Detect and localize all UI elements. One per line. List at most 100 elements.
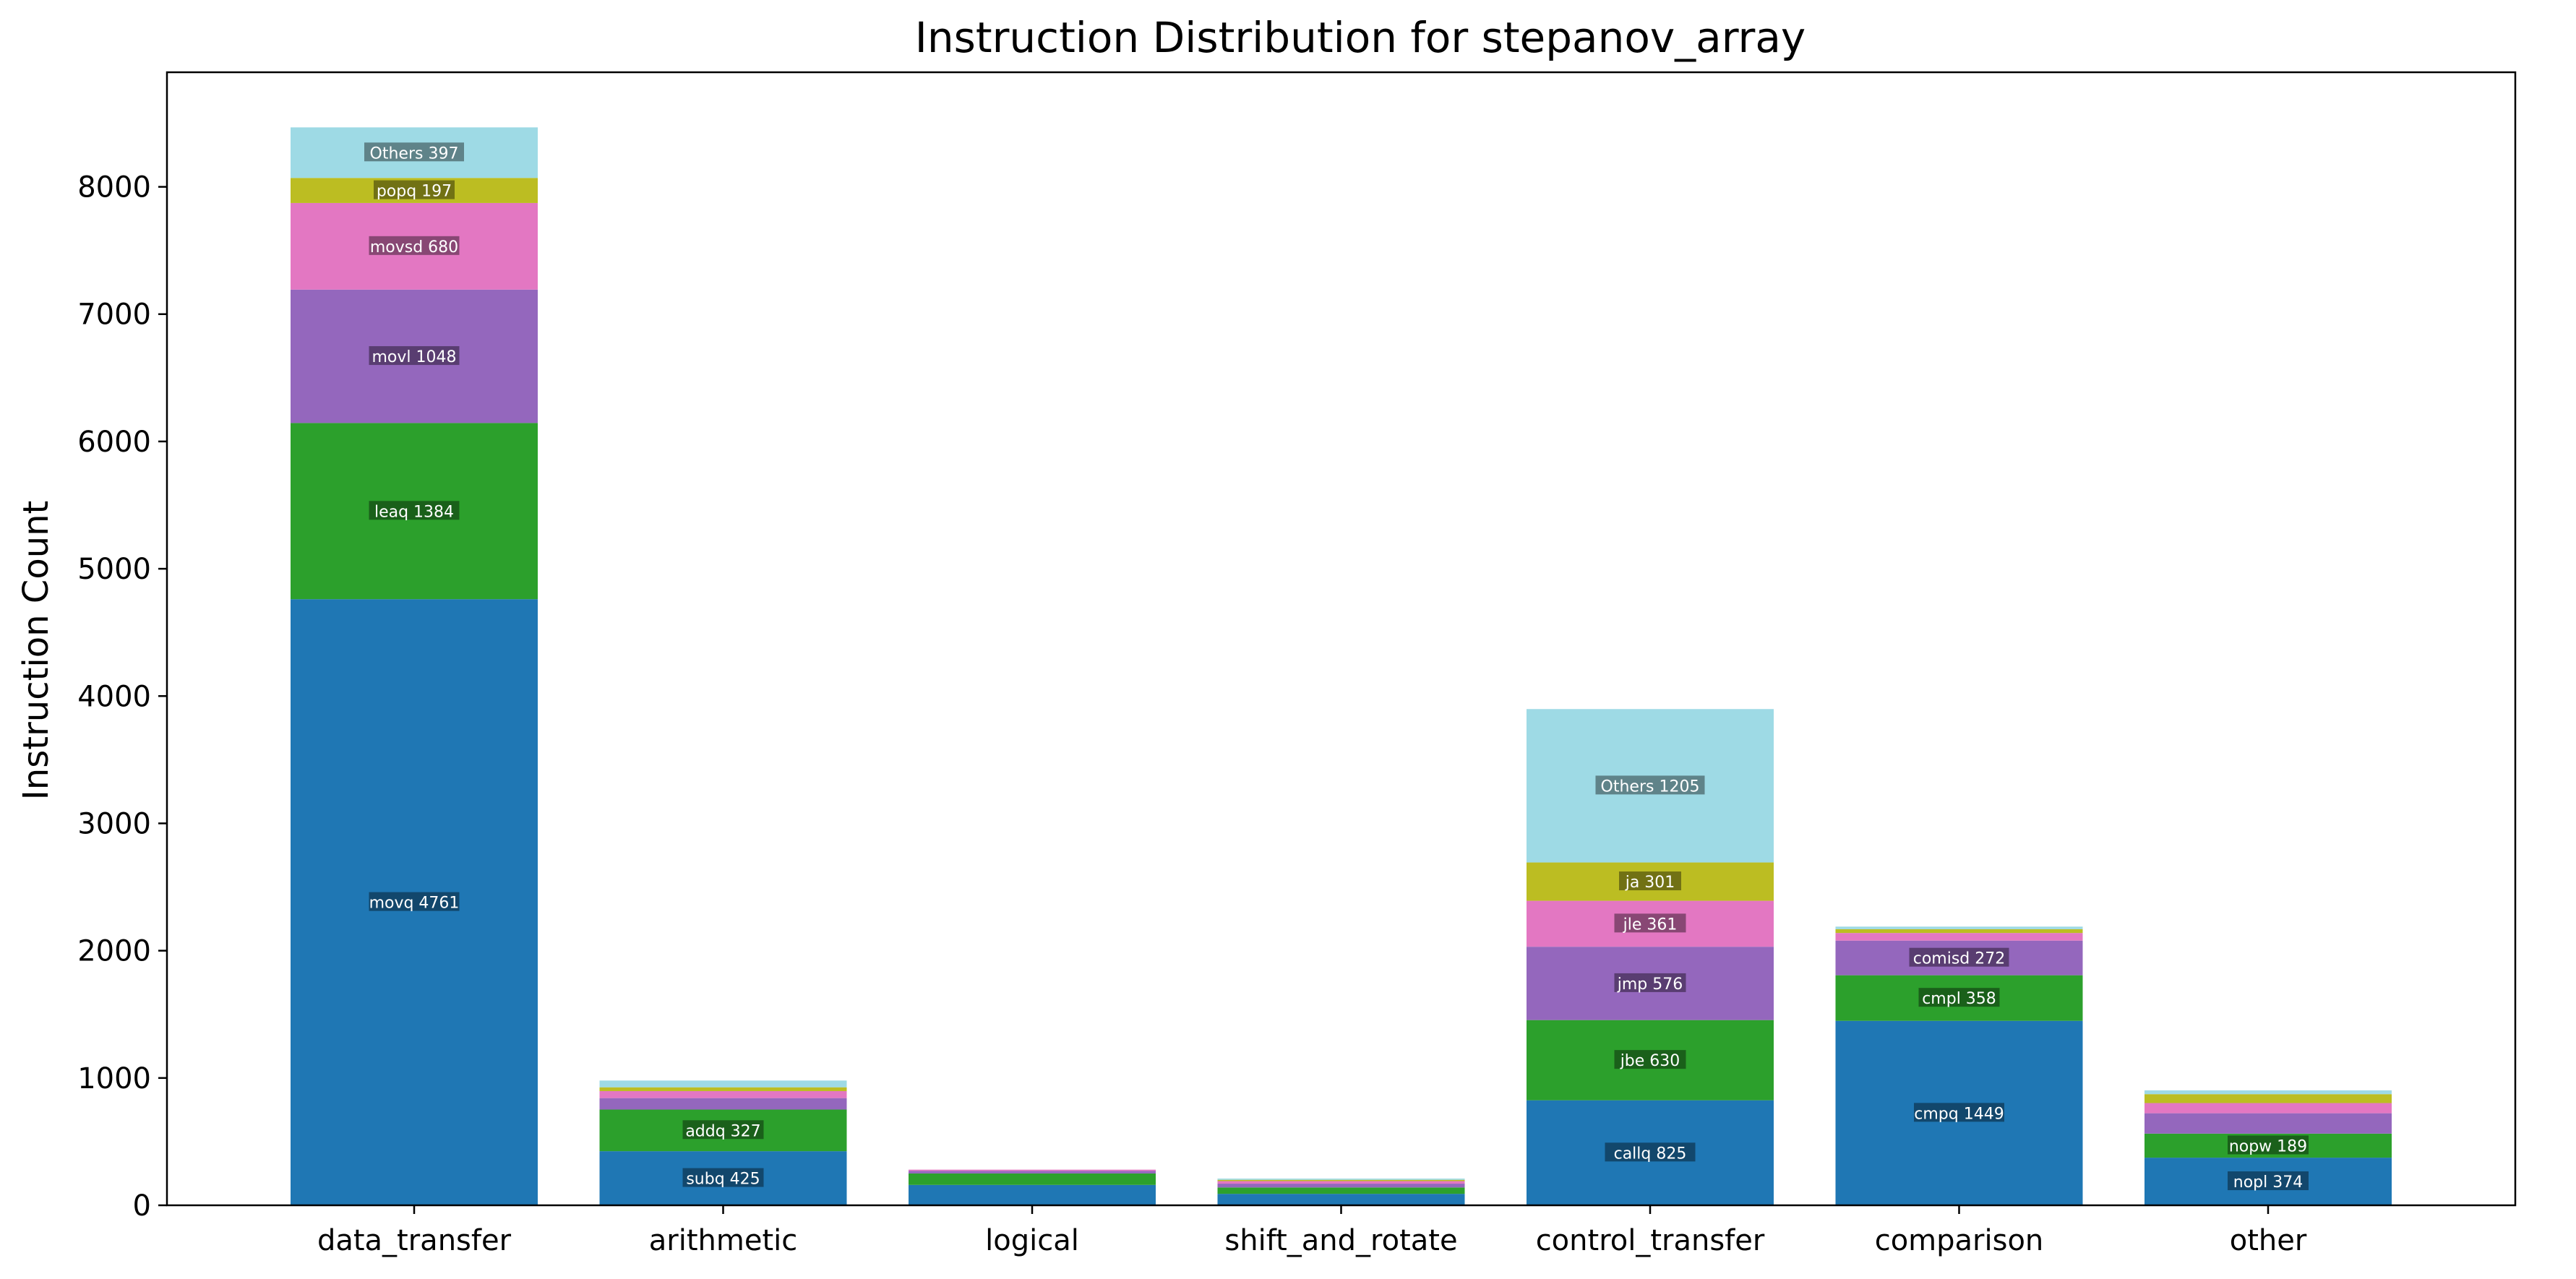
segment-label: Others 1205 xyxy=(1601,778,1700,796)
bar-segment-other-0 xyxy=(2144,1158,2392,1205)
segment-label: comisd 272 xyxy=(1913,950,2006,968)
x-tick-label: other xyxy=(2230,1224,2307,1257)
bar-segment-data_transfer-4 xyxy=(291,178,538,203)
bar-segment-data_transfer-3 xyxy=(291,202,538,290)
y-tick-label: 4000 xyxy=(77,680,151,713)
segment-label: popq 197 xyxy=(377,183,452,201)
segment-label-background xyxy=(1918,988,2000,1007)
x-tick-label: data_transfer xyxy=(317,1224,512,1257)
bars-layer xyxy=(291,127,2392,1205)
y-tick-label: 7000 xyxy=(77,298,151,332)
bar-segment-comparison-4 xyxy=(1835,929,2083,934)
bar-segment-control_transfer-3 xyxy=(1527,900,1774,947)
bar-segment-logical-3 xyxy=(909,1169,1156,1171)
segment-label: movq 4761 xyxy=(369,895,460,913)
segment-label: jmp 576 xyxy=(1617,976,1683,994)
bar-segment-comparison-3 xyxy=(1835,933,2083,941)
segment-labels-layer: movq 4761 leaq 1384 movl 1048 movsd 680 popq… xyxy=(364,142,2309,1192)
bar-segment-arithmetic-4 xyxy=(599,1087,847,1091)
segment-label: callq 825 xyxy=(1614,1145,1687,1163)
segment-label: nopl 374 xyxy=(2233,1174,2303,1192)
segment-label-background xyxy=(1914,1103,2004,1122)
bar-segment-logical-2 xyxy=(909,1171,1156,1174)
bar-segment-control_transfer-5 xyxy=(1527,709,1774,863)
segment-label-background xyxy=(1605,1142,1696,1162)
bar-segment-other-4 xyxy=(2144,1094,2392,1103)
segment-label-background xyxy=(682,1168,764,1187)
segment-label-background xyxy=(1619,871,1681,891)
segment-label-background xyxy=(2228,1171,2309,1191)
x-tick-label: arithmetic xyxy=(649,1224,797,1257)
segment-label: subq 425 xyxy=(686,1171,760,1189)
bar-segment-arithmetic-3 xyxy=(599,1090,847,1098)
segment-label: cmpq 1449 xyxy=(1914,1105,2004,1123)
x-tick-label: comparison xyxy=(1875,1224,2044,1257)
segment-label-background xyxy=(374,180,455,199)
segment-label: jle 361 xyxy=(1623,916,1678,934)
bar-segment-comparison-1 xyxy=(1835,975,2083,1021)
segment-label: ja 301 xyxy=(1625,874,1675,892)
bar-segment-arithmetic-5 xyxy=(599,1080,847,1088)
bar-segment-logical-1 xyxy=(909,1173,1156,1185)
y-tick-label: 8000 xyxy=(77,171,151,204)
segment-label-background xyxy=(2228,1135,2309,1155)
y-axis-label: Instruction Count xyxy=(16,501,56,801)
bar-segment-shift_and_rotate-2 xyxy=(1217,1184,1465,1188)
bar-segment-comparison-0 xyxy=(1835,1020,2083,1205)
segment-label-background xyxy=(1614,913,1686,933)
segment-label-background xyxy=(369,892,460,911)
bar-segment-comparison-2 xyxy=(1835,940,2083,976)
segment-label: Others 397 xyxy=(370,145,459,163)
bar-segment-shift_and_rotate-1 xyxy=(1217,1187,1465,1194)
segment-label-background xyxy=(369,236,460,255)
bar-segment-arithmetic-0 xyxy=(599,1151,847,1205)
bar-segment-logical-0 xyxy=(909,1184,1156,1205)
segment-label: addq 327 xyxy=(685,1122,760,1140)
bar-segment-other-5 xyxy=(2144,1090,2392,1095)
bar-segment-data_transfer-5 xyxy=(291,127,538,178)
segment-label: movl 1048 xyxy=(372,348,456,366)
segment-label: leaq 1384 xyxy=(374,503,454,521)
y-tick-label: 6000 xyxy=(77,426,151,459)
x-tick-label: control_transfer xyxy=(1536,1224,1765,1257)
segment-label-background xyxy=(1909,947,2009,967)
segment-label: jbe 630 xyxy=(1620,1052,1680,1070)
bar-segment-data_transfer-2 xyxy=(291,289,538,423)
bar-segment-control_transfer-2 xyxy=(1527,947,1774,1020)
segment-label-background xyxy=(369,346,460,366)
y-tick-label: 5000 xyxy=(77,553,151,586)
segment-label-background xyxy=(1614,1050,1686,1069)
y-tick-label: 0 xyxy=(133,1189,151,1223)
bar-segment-data_transfer-1 xyxy=(291,423,538,600)
axes-layer: 0 1000 2000 3000 4000 5000 6000 7000 8000 data_tr… xyxy=(77,71,2517,1257)
bar-segment-other-2 xyxy=(2144,1113,2392,1134)
bar-segment-other-3 xyxy=(2144,1103,2392,1114)
bar-segment-other-1 xyxy=(2144,1133,2392,1158)
segment-label: movsd 680 xyxy=(370,238,458,257)
y-tick-label: 3000 xyxy=(77,807,151,840)
bar-segment-shift_and_rotate-3 xyxy=(1217,1181,1465,1184)
bar-segment-shift_and_rotate-5 xyxy=(1217,1179,1465,1180)
bar-segment-control_transfer-4 xyxy=(1527,862,1774,901)
bar-segment-control_transfer-0 xyxy=(1527,1100,1774,1205)
bar-segment-shift_and_rotate-4 xyxy=(1217,1179,1465,1181)
y-tick-label: 1000 xyxy=(77,1062,151,1095)
bar-segment-comparison-5 xyxy=(1835,926,2083,929)
bar-segment-control_transfer-1 xyxy=(1527,1020,1774,1101)
segment-label-background xyxy=(682,1120,764,1140)
y-tick-label: 2000 xyxy=(77,935,151,968)
segment-label: nopw 189 xyxy=(2229,1137,2307,1155)
bar-segment-arithmetic-2 xyxy=(599,1098,847,1110)
bar-segment-shift_and_rotate-0 xyxy=(1217,1194,1465,1205)
chart-title: Instruction Distribution for stepanov_ar… xyxy=(915,13,1806,62)
x-tick-label: shift_and_rotate xyxy=(1224,1224,1457,1257)
segment-label-background xyxy=(1595,775,1705,795)
x-tick-label: logical xyxy=(985,1224,1079,1257)
segment-label: cmpl 358 xyxy=(1922,990,1996,1008)
bar-segment-arithmetic-1 xyxy=(599,1109,847,1152)
segment-label-background xyxy=(364,142,464,162)
bar-segment-data_transfer-0 xyxy=(291,599,538,1205)
segment-label-background xyxy=(369,501,460,520)
segment-label-background xyxy=(1614,973,1686,992)
